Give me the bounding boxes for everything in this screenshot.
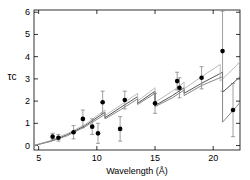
x-tick <box>38 10 39 14</box>
data-point <box>90 124 95 129</box>
data-point <box>122 98 127 103</box>
error-bar <box>51 133 55 140</box>
data-point <box>71 130 76 135</box>
data-point <box>175 79 180 84</box>
error-bar <box>56 134 60 141</box>
x-tick <box>213 10 214 14</box>
y-tick <box>236 56 240 57</box>
data-point <box>96 131 101 136</box>
x-tick <box>96 10 97 14</box>
x-tick <box>155 10 156 14</box>
error-bar <box>118 117 122 141</box>
y-tick <box>34 34 38 35</box>
model-line <box>34 77 240 146</box>
model-line <box>34 61 240 145</box>
data-point <box>100 100 105 105</box>
data-point <box>177 85 182 90</box>
error-bar <box>96 123 100 143</box>
plot-data <box>34 11 240 145</box>
data-point <box>118 127 123 132</box>
x-axis-label: Wavelength (Å) <box>106 166 168 176</box>
error-bar <box>231 83 235 136</box>
error-bar <box>153 93 157 113</box>
x-tick-label: 10 <box>92 153 102 163</box>
plot-frame <box>34 10 240 150</box>
data-point <box>50 134 55 139</box>
y-tick-label: 0 <box>25 141 30 151</box>
y-tick-label: 2 <box>25 96 30 106</box>
y-tick <box>34 101 38 102</box>
x-tick <box>213 146 214 150</box>
y-tick <box>236 34 240 35</box>
error-bar <box>90 119 94 135</box>
data-point <box>153 101 158 106</box>
y-tick <box>34 12 38 13</box>
x-tick-label: 20 <box>208 153 218 163</box>
y-tick-label: 3 <box>25 74 30 84</box>
y-tick <box>236 101 240 102</box>
x-tick-label: 15 <box>150 153 160 163</box>
error-bar <box>200 67 204 89</box>
y-tick-label: 4 <box>25 52 30 62</box>
error-bar <box>81 110 85 128</box>
data-point <box>56 135 61 140</box>
y-tick <box>34 56 38 57</box>
y-tick-label: 1 <box>25 118 30 128</box>
y-tick-label: 6 <box>25 7 30 17</box>
error-bar <box>221 11 225 91</box>
y-tick <box>236 123 240 124</box>
x-tick <box>155 146 156 150</box>
y-tick <box>34 78 38 79</box>
x-tick <box>96 146 97 150</box>
error-bar <box>72 126 76 139</box>
chart: 5 10 15 20 0 1 2 3 4 5 6 Wavelength (Å) τc <box>0 0 250 180</box>
data-point <box>231 108 236 113</box>
y-axis-label: τc <box>8 71 17 82</box>
y-tick-label: 5 <box>25 29 30 39</box>
data-point <box>199 75 204 80</box>
y-tick <box>34 123 38 124</box>
data-point <box>220 49 225 54</box>
y-tick <box>236 145 240 146</box>
x-tick-label: 5 <box>36 153 41 163</box>
error-bar <box>101 91 105 113</box>
error-bar <box>123 91 127 109</box>
data-point <box>81 117 86 122</box>
y-tick <box>236 12 240 13</box>
x-tick <box>38 146 39 150</box>
error-bar <box>177 78 181 98</box>
